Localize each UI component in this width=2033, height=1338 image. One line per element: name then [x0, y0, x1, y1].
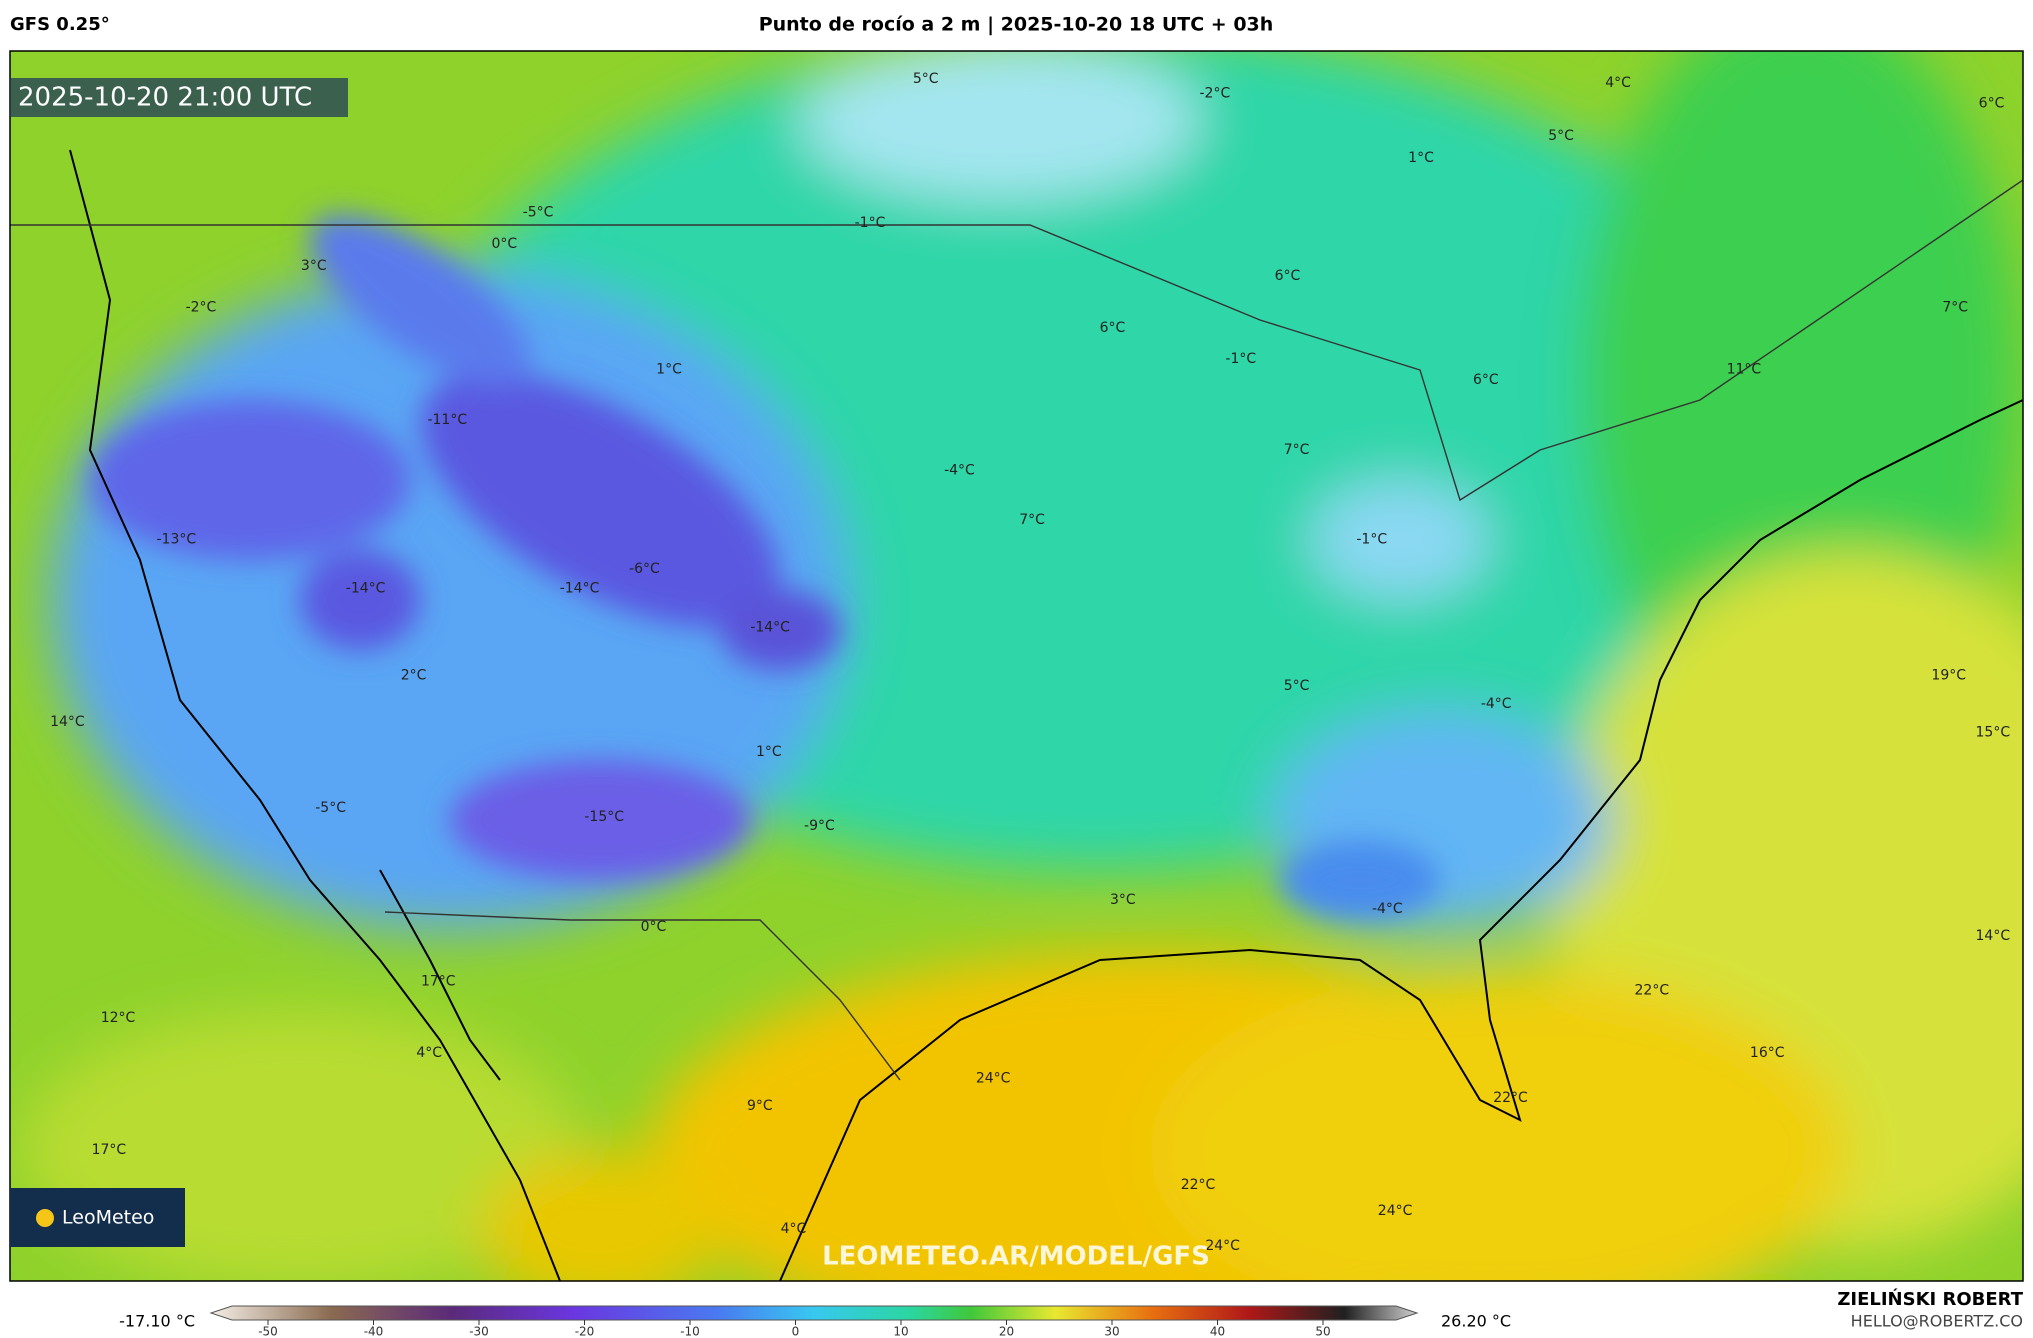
map-label: -1°C [855, 215, 886, 231]
map-label: -2°C [186, 299, 217, 315]
map-label: 6°C [1473, 372, 1499, 388]
map-label: 0°C [492, 236, 518, 252]
map-label: -14°C [560, 581, 600, 597]
logo: LeoMeteo [62, 1207, 154, 1229]
map-label: -1°C [1225, 351, 1256, 367]
map [10, 51, 2023, 1281]
map-label: 9°C [747, 1098, 773, 1114]
map-label: 1°C [1408, 150, 1434, 166]
map-label: 5°C [913, 71, 939, 87]
map-label: -14°C [750, 620, 790, 636]
colorbar-tick-label: 50 [1315, 1325, 1330, 1338]
colorbar-tick-label: -10 [680, 1325, 700, 1338]
map-label: 22°C [1181, 1177, 1216, 1193]
map-label: 1°C [756, 744, 782, 760]
colorbar-tick-label: 0 [792, 1325, 800, 1338]
map-label: 6°C [1275, 268, 1301, 284]
map-label: 7°C [1284, 442, 1310, 458]
map-label: 17°C [92, 1142, 127, 1158]
map-label: -13°C [157, 531, 197, 547]
map-label: 14°C [50, 714, 85, 730]
colorbar [209, 1305, 1419, 1321]
colorbar-ticks: -50 -40 -30 -20 -10 0 10 20 30 40 50 [258, 1320, 1331, 1338]
map-label: 5°C [1548, 128, 1574, 144]
map-label: -4°C [1481, 696, 1512, 712]
timestamp-box [10, 78, 348, 117]
map-label: 4°C [1605, 75, 1631, 91]
watermark: LEOMETEO.AR/MODEL/GFS [822, 1242, 1210, 1272]
map-label: 1°C [656, 362, 682, 378]
map-label: -4°C [944, 463, 975, 479]
colorbar-max: 26.20 °C [1441, 1312, 1511, 1331]
email: HELLO@ROBERTZ.CO [1851, 1312, 2023, 1331]
map-label: 6°C [1100, 320, 1126, 336]
map-label: 24°C [1378, 1203, 1413, 1219]
map-labels: 5°C -2°C 4°C 6°C 5°C 1°C -5°C -1°C 0°C 3°C 6°C -2°C… [50, 71, 2010, 1254]
map-label: 19°C [1931, 668, 1966, 684]
map-label: 16°C [1750, 1045, 1785, 1061]
map-label: 24°C [1205, 1238, 1240, 1254]
timestamp: 2025-10-20 21:00 UTC [18, 83, 312, 113]
map-label: 7°C [1019, 512, 1045, 528]
map-label: -1°C [1356, 531, 1387, 547]
map-label: 5°C [1284, 678, 1310, 694]
map-label: 12°C [101, 1010, 136, 1026]
colorbar-tick-label: 20 [999, 1325, 1014, 1338]
map-label: 3°C [1110, 892, 1136, 908]
colorbar-tick-label: -40 [364, 1325, 384, 1338]
map-label: -4°C [1372, 901, 1403, 917]
map-label: 2°C [401, 668, 427, 684]
map-label: 6°C [1979, 96, 2005, 112]
map-label: 4°C [781, 1221, 807, 1237]
map-label: 24°C [976, 1071, 1011, 1087]
map-label: 15°C [1976, 725, 2011, 741]
map-label: 17°C [421, 973, 456, 989]
map-label: -5°C [523, 205, 554, 221]
map-label: -2°C [1200, 85, 1231, 101]
colorbar-min: -17.10 °C [119, 1312, 195, 1331]
colorbar-tick-label: 30 [1104, 1325, 1119, 1338]
colorbar-tick-label: 10 [893, 1325, 908, 1338]
map-label: -5°C [315, 800, 346, 816]
title: Punto de rocío a 2 m | 2025-10-20 18 UTC… [759, 14, 1274, 36]
map-label: 3°C [301, 258, 327, 274]
map-frame [9, 50, 2024, 1282]
model-label: GFS 0.25° [10, 14, 110, 35]
map-label: -14°C [346, 581, 386, 597]
map-label: 22°C [1635, 983, 1670, 999]
colorbar-tick-label: 40 [1210, 1325, 1225, 1338]
logo-icon [36, 1209, 54, 1227]
map-label: 4°C [416, 1045, 442, 1061]
map-label: 0°C [641, 919, 667, 935]
map-label: -15°C [584, 809, 624, 825]
map-label: -9°C [804, 818, 835, 834]
map-label: 14°C [1976, 928, 2011, 944]
map-label: -6°C [629, 561, 660, 577]
colorbar-tick-label: -20 [575, 1325, 595, 1338]
map-label: -11°C [427, 412, 467, 428]
colorbar-tick-label: -30 [469, 1325, 489, 1338]
map-label: 7°C [1942, 299, 1968, 315]
map-label: 11°C [1727, 362, 1762, 378]
colorbar-tick-label: -50 [258, 1325, 278, 1338]
author: ZIELIŃSKI ROBERT [1837, 1288, 2023, 1310]
map-label: 22°C [1493, 1090, 1528, 1106]
